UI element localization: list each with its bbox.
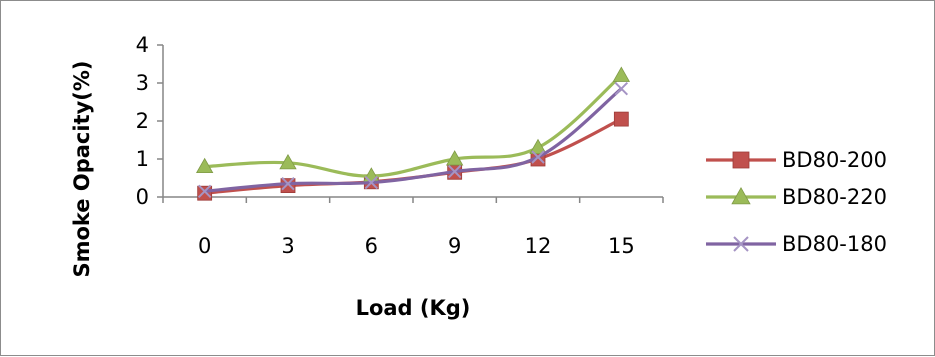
marker-stroke: [614, 81, 629, 96]
marker-stroke: [531, 150, 545, 164]
data-point: [613, 111, 629, 127]
x-tick-label: 9: [448, 234, 461, 258]
data-point: [197, 185, 213, 201]
x-tick-label: 6: [365, 234, 378, 258]
y-axis-ticks: 0 1 2 3 4: [136, 33, 163, 209]
data-point: [447, 164, 462, 179]
data-point: [280, 178, 296, 194]
data-point: [364, 175, 379, 190]
series-line: [204, 74, 623, 178]
data-point: [197, 184, 212, 199]
x-tick-label: 15: [608, 234, 635, 258]
legend-label: BD80-220: [782, 185, 887, 209]
x-tick-label: 12: [525, 234, 552, 258]
legend-item: BD80-220: [706, 185, 887, 209]
x-tick-label: 0: [198, 234, 211, 258]
data-point: [529, 138, 547, 155]
legend-item: BD80-180: [706, 232, 887, 256]
y-tick-label: 0: [136, 185, 149, 209]
series-line: [204, 87, 623, 193]
data-point: [531, 150, 545, 164]
y-tick-label: 3: [136, 71, 149, 95]
y-tick-label: 2: [136, 109, 149, 133]
data-point: [612, 66, 631, 82]
marker-stroke: [281, 176, 295, 191]
x-axis-ticks: 0 3 6 9 12 15: [162, 197, 664, 258]
series-layer: [195, 66, 631, 201]
marker-stroke: [364, 175, 379, 190]
x-tick-label: 3: [281, 234, 294, 258]
marker-stroke: [733, 236, 749, 252]
legend-marker: [733, 236, 749, 252]
data-point: [279, 153, 297, 170]
y-tick-label: 1: [136, 147, 149, 171]
data-point: [195, 157, 214, 174]
y-tick-label: 4: [136, 33, 149, 57]
legend-marker: [731, 186, 751, 205]
legend: BD80-200 BD80-220 BD80-180: [706, 148, 887, 256]
series-bd80-180: [197, 81, 629, 199]
x-axis-title: Load (Kg): [356, 296, 471, 320]
data-point: [614, 81, 629, 96]
marker-stroke: [197, 184, 212, 199]
y-axis-title: Smoke Opacity(%): [70, 60, 94, 277]
data-point: [445, 150, 464, 166]
legend-marker: [732, 151, 750, 169]
series-line: [204, 117, 623, 195]
series-bd80-220: [195, 66, 631, 183]
marker-stroke: [447, 164, 462, 179]
legend-item: BD80-200: [706, 148, 887, 172]
legend-label: BD80-180: [782, 232, 887, 256]
legend-label: BD80-200: [782, 148, 887, 172]
data-point: [281, 176, 295, 191]
